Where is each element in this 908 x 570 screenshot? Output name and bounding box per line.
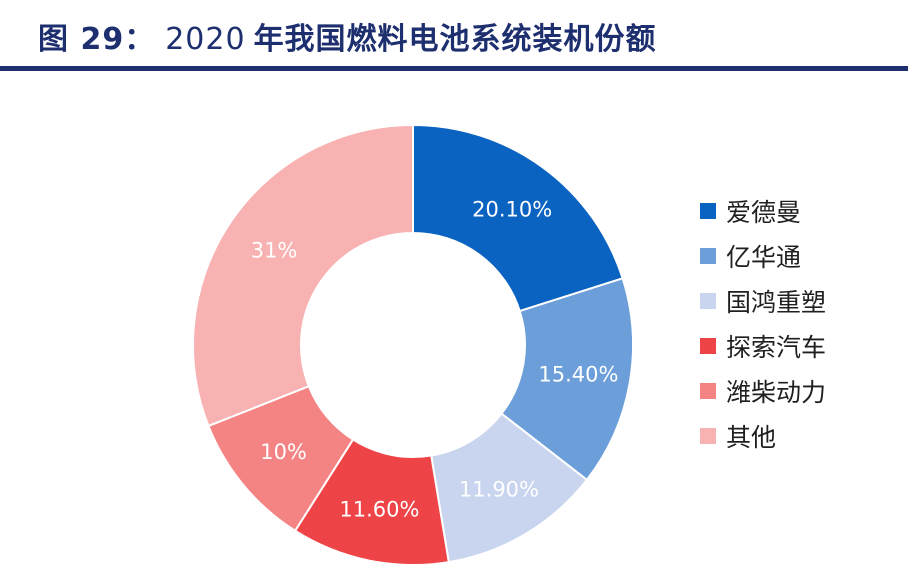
slice-label-1: 20.10% — [472, 197, 552, 221]
slice-label-6: 31% — [251, 239, 298, 263]
legend-label-2: 亿华通 — [726, 242, 802, 272]
legend-label-6: 其他 — [726, 422, 777, 452]
legend-label-1: 爱德曼 — [726, 197, 802, 227]
legend-swatch-5 — [700, 382, 716, 399]
legend-item-4: 探索汽车 — [700, 323, 900, 368]
slice-label-5: 10% — [260, 440, 307, 464]
chart-legend: 爱德曼亿华通国鸿重塑探索汽车潍柴动力其他 — [700, 188, 900, 458]
legend-swatch-6 — [700, 427, 716, 444]
title-underline — [0, 66, 908, 71]
legend-swatch-4 — [700, 337, 716, 354]
legend-item-5: 潍柴动力 — [700, 368, 900, 413]
slice-1 — [412, 123, 624, 313]
legend-label-3: 国鸿重塑 — [726, 287, 827, 317]
legend-swatch-1 — [700, 202, 716, 219]
legend-item-6: 其他 — [700, 413, 900, 458]
legend-label-5: 潍柴动力 — [726, 377, 827, 407]
title-year: 2020 — [165, 22, 246, 57]
figure-title: 图 29： 2020 年我国燃料电池系统装机份额 — [38, 18, 657, 62]
slice-label-3: 11.90% — [459, 477, 539, 501]
legend-item-2: 亿华通 — [700, 233, 900, 278]
title-text: 年我国燃料电池系统装机份额 — [253, 22, 657, 57]
legend-label-4: 探索汽车 — [726, 332, 827, 362]
slice-label-2: 15.40% — [538, 362, 618, 386]
slice-2 — [500, 277, 634, 482]
legend-item-3: 国鸿重塑 — [700, 278, 900, 323]
legend-swatch-3 — [700, 292, 716, 309]
legend-swatch-2 — [700, 247, 716, 264]
legend-item-1: 爱德曼 — [700, 188, 900, 233]
figure-label: 图 29： — [38, 22, 156, 57]
slice-6 — [192, 123, 414, 428]
slice-label-4: 11.60% — [339, 498, 419, 522]
